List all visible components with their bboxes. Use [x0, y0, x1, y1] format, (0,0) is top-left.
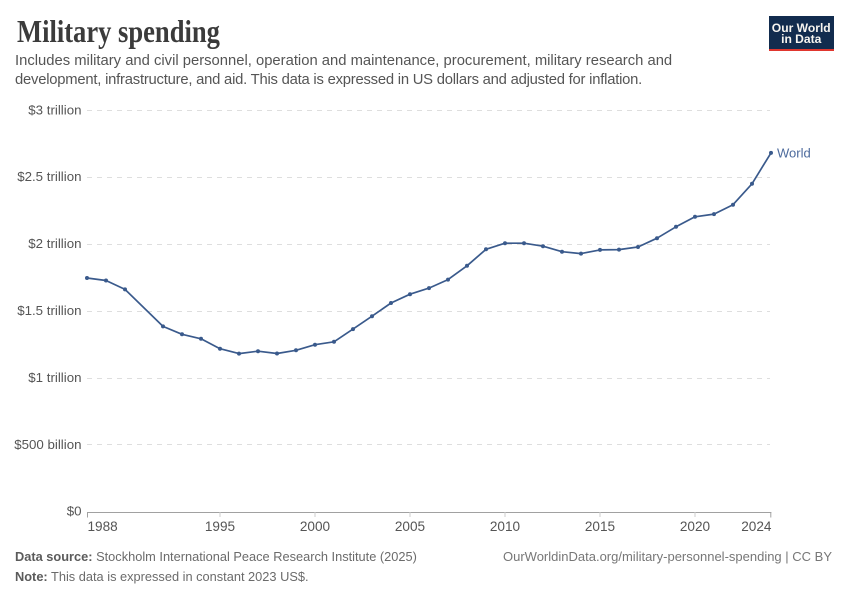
- svg-text:2024: 2024: [741, 519, 772, 534]
- svg-text:$2 trillion: $2 trillion: [28, 236, 81, 251]
- svg-text:$1.5 trillion: $1.5 trillion: [17, 303, 81, 318]
- svg-text:$0: $0: [67, 504, 82, 519]
- svg-text:$2.5 trillion: $2.5 trillion: [17, 169, 81, 184]
- svg-text:2010: 2010: [490, 519, 521, 534]
- svg-text:2020: 2020: [680, 519, 711, 534]
- svg-text:World: World: [777, 146, 811, 161]
- svg-text:2015: 2015: [585, 519, 615, 534]
- svg-text:2000: 2000: [300, 519, 331, 534]
- svg-text:1988: 1988: [88, 519, 118, 534]
- svg-text:$500 billion: $500 billion: [14, 437, 81, 452]
- svg-text:2005: 2005: [395, 519, 425, 534]
- svg-text:$1 trillion: $1 trillion: [28, 370, 81, 385]
- svg-text:$3 trillion: $3 trillion: [28, 102, 81, 117]
- svg-text:1995: 1995: [205, 519, 235, 534]
